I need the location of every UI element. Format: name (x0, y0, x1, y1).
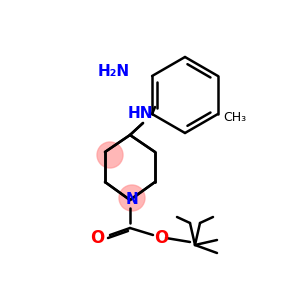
Text: O: O (154, 229, 168, 247)
Text: H₂N: H₂N (98, 64, 130, 79)
Circle shape (97, 142, 123, 168)
Text: O: O (90, 229, 104, 247)
Text: CH₃: CH₃ (223, 110, 246, 124)
Text: HN: HN (127, 106, 153, 121)
Circle shape (119, 185, 145, 211)
Text: N: N (126, 191, 138, 206)
